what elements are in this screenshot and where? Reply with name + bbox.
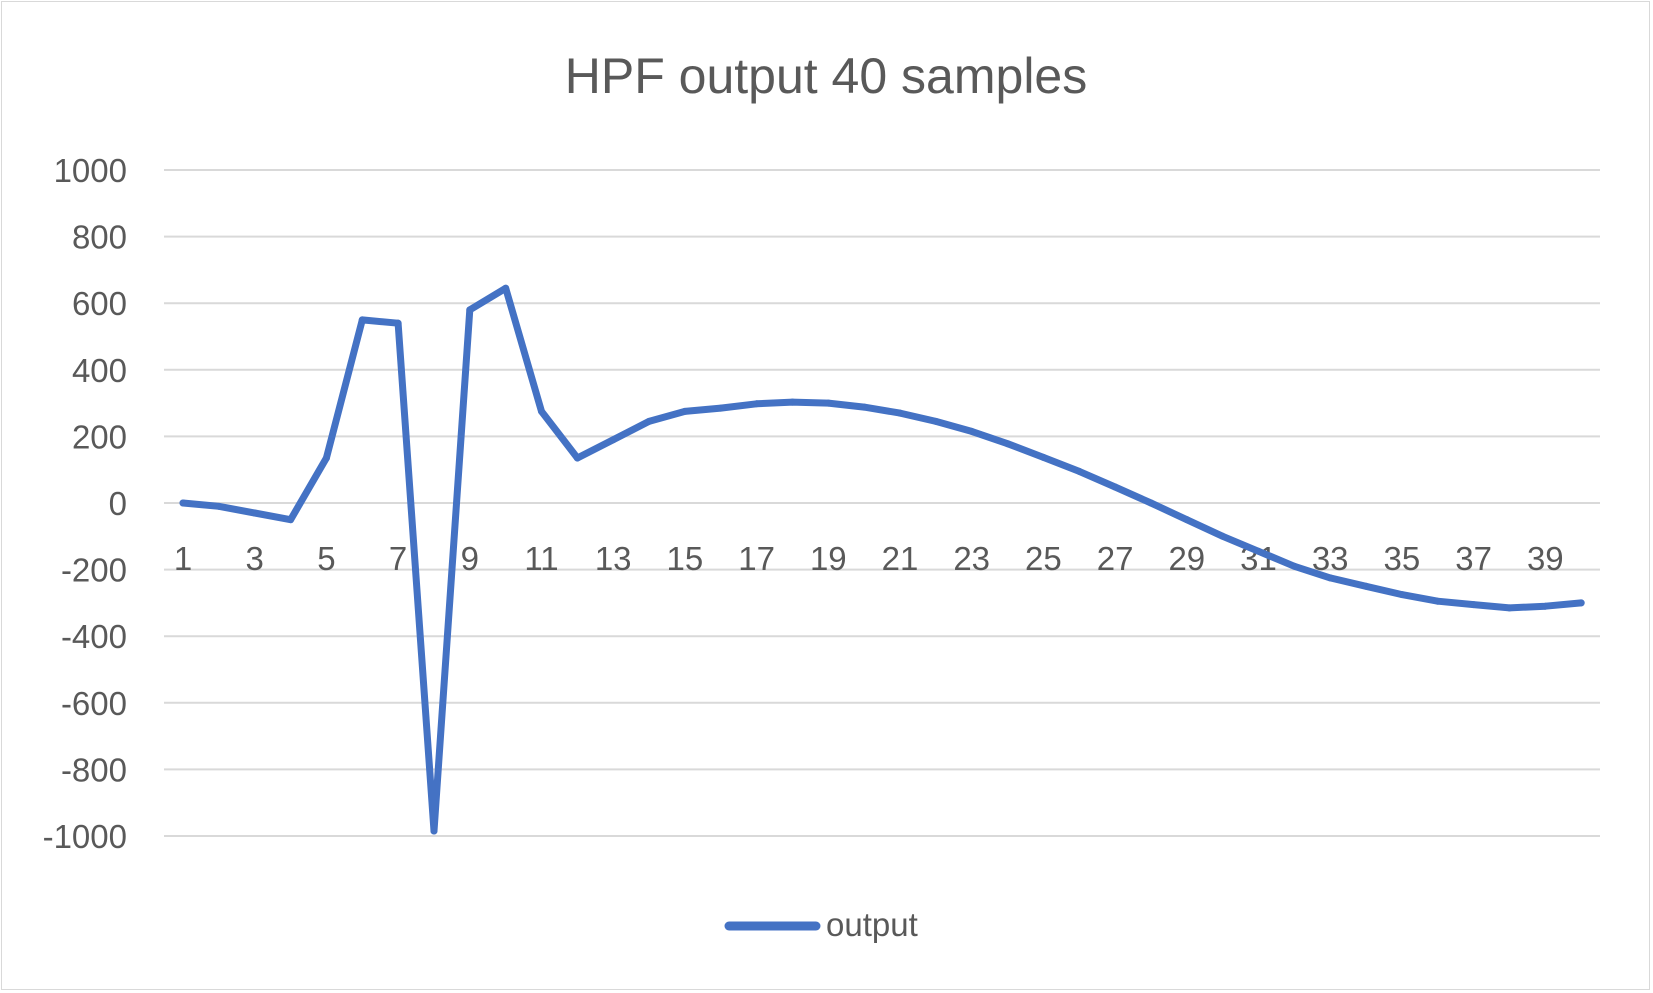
chart-title: HPF output 40 samples xyxy=(565,48,1088,104)
data-point xyxy=(1111,483,1119,491)
x-tick-label: 17 xyxy=(738,540,775,577)
data-point xyxy=(1505,604,1513,612)
series-layer xyxy=(179,284,1585,835)
data-point xyxy=(824,399,832,407)
data-point xyxy=(1362,582,1370,590)
y-tick-label: -1000 xyxy=(43,818,127,855)
x-tick-label: 29 xyxy=(1168,540,1205,577)
data-point xyxy=(1434,597,1442,605)
data-point xyxy=(1219,532,1227,540)
series-line-output xyxy=(179,284,1585,835)
data-point xyxy=(860,403,868,411)
data-point xyxy=(1541,602,1549,610)
y-tick-label: 1000 xyxy=(54,152,127,189)
x-tick-label: 13 xyxy=(595,540,632,577)
data-point xyxy=(1290,562,1298,570)
x-axis-ticks: 1 3 5 7 9 11 13 15 17 19 21 23 25 27 29 31 33 35 37 39 xyxy=(174,540,1564,577)
data-point xyxy=(430,827,438,835)
x-tick-label: 3 xyxy=(246,540,264,577)
data-point xyxy=(538,407,545,415)
data-point xyxy=(896,409,904,417)
data-point xyxy=(251,509,259,517)
data-point xyxy=(932,417,940,425)
data-point xyxy=(681,407,689,415)
gridlines xyxy=(164,169,1600,837)
y-tick-label: -200 xyxy=(61,552,127,589)
data-point xyxy=(502,284,510,292)
x-tick-label: 9 xyxy=(461,540,479,577)
x-tick-label: 25 xyxy=(1025,540,1062,577)
x-tick-label: 19 xyxy=(810,540,847,577)
data-point xyxy=(717,404,725,412)
data-point xyxy=(179,499,187,507)
x-tick-label: 23 xyxy=(953,540,990,577)
y-axis-ticks: 1000 800 600 400 200 0 -200 -400 -600 -800 -1000 xyxy=(43,152,127,855)
legend: output xyxy=(724,906,918,943)
legend-label-output: output xyxy=(826,906,918,943)
x-tick-label: 7 xyxy=(389,540,407,577)
y-tick-label: 400 xyxy=(72,352,127,389)
data-point xyxy=(215,502,223,510)
y-tick-label: 0 xyxy=(109,485,127,522)
x-tick-label: 1 xyxy=(174,540,192,577)
data-point xyxy=(394,319,402,327)
data-point xyxy=(287,516,295,524)
x-tick-label: 15 xyxy=(667,540,704,577)
y-tick-label: -400 xyxy=(61,618,127,655)
y-tick-label: -800 xyxy=(61,751,127,788)
data-point xyxy=(1075,467,1083,475)
data-point xyxy=(645,417,653,425)
x-tick-label: 39 xyxy=(1527,540,1564,577)
data-point xyxy=(1039,453,1047,461)
data-point xyxy=(1398,591,1406,599)
data-point xyxy=(1470,601,1478,609)
x-tick-label: 11 xyxy=(524,540,558,577)
data-point xyxy=(753,400,761,408)
data-point xyxy=(609,436,617,444)
x-tick-label: 37 xyxy=(1455,540,1492,577)
x-tick-label: 35 xyxy=(1384,540,1421,577)
data-point xyxy=(322,454,330,462)
data-point xyxy=(466,306,474,314)
data-point xyxy=(788,398,796,406)
x-tick-label: 5 xyxy=(317,540,335,577)
data-point xyxy=(358,316,366,324)
y-tick-label: 600 xyxy=(72,285,127,322)
data-point xyxy=(1255,547,1262,555)
data-point xyxy=(573,454,581,462)
y-tick-label: 200 xyxy=(72,418,127,455)
data-point xyxy=(1326,574,1334,582)
data-point xyxy=(1004,440,1012,448)
data-point xyxy=(1147,499,1155,507)
y-tick-label: 800 xyxy=(72,219,127,256)
x-tick-label: 27 xyxy=(1097,540,1134,577)
data-point xyxy=(1183,516,1191,524)
x-tick-label: 21 xyxy=(882,540,919,577)
data-point xyxy=(968,427,976,435)
y-tick-label: -600 xyxy=(61,685,127,722)
data-point xyxy=(1577,599,1585,607)
